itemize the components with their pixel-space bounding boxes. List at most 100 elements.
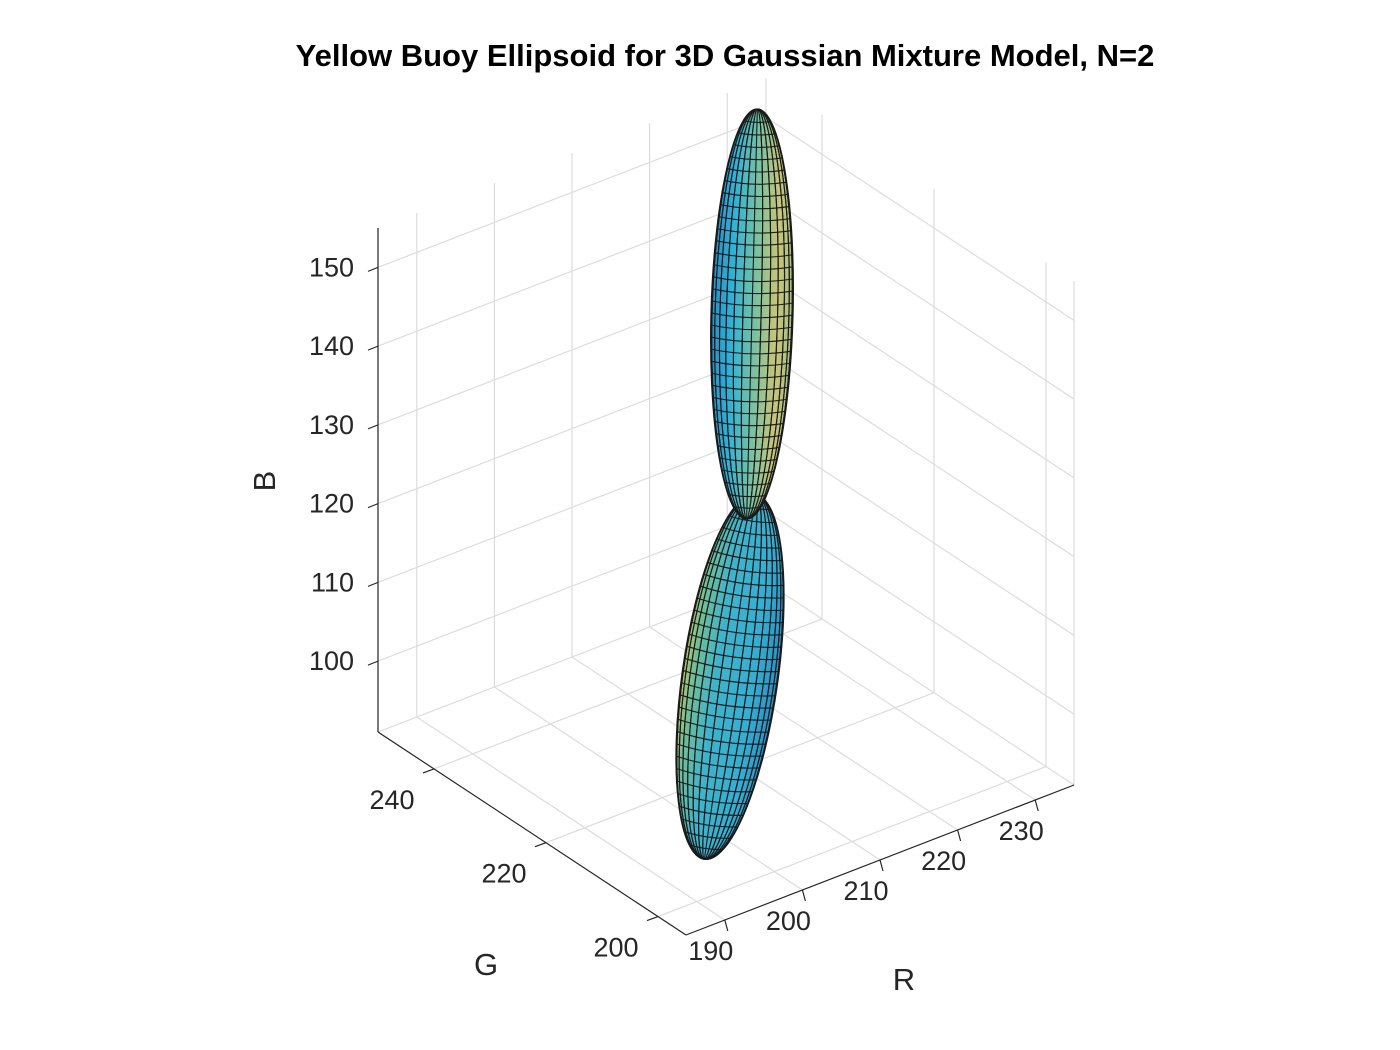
grid-line-b-back-0 — [377, 510, 767, 662]
grid-line-b-side-1 — [765, 431, 1075, 636]
x-tick-mark-1 — [801, 889, 806, 902]
z-tick-mark-2 — [367, 503, 379, 509]
y-tick-label-2: 240 — [369, 785, 414, 815]
y-tick-mark-0 — [646, 915, 659, 922]
grid-floor-g-0 — [657, 765, 1047, 918]
ellipsoid-upper-parallel-29 — [719, 457, 778, 462]
ellipsoid-upper-parallel-24 — [712, 396, 788, 403]
x-tick-mark-4 — [1034, 799, 1039, 812]
grid-floor-r-1 — [494, 686, 803, 891]
ellipsoid-upper-parallel-5 — [726, 168, 785, 173]
ellipsoid-lower-parallel-5 — [711, 550, 783, 562]
ellipsoid-lower-parallel-27 — [680, 818, 739, 828]
ellipsoid-upper-parallel-4 — [729, 156, 783, 161]
ellipsoid-upper-parallel-3 — [733, 144, 780, 148]
ellipsoid-upper-parallel-9 — [718, 216, 791, 222]
ellipsoid-lower-parallel-23 — [675, 768, 757, 781]
ellipsoid-upper-parallel-6 — [724, 180, 787, 185]
grid-line-b-side-3 — [765, 274, 1075, 479]
ellipsoid-lower-parallel-24 — [676, 780, 753, 793]
x-tick-label-1: 200 — [766, 906, 811, 936]
z-axis-label: B — [247, 471, 282, 492]
grid-line-b-back-3 — [377, 274, 767, 426]
z-tick-label-3: 130 — [309, 410, 354, 440]
grid-line-b-side-0 — [765, 510, 1075, 715]
ellipsoid-lower-parallel-14 — [684, 657, 780, 673]
chart-title: Yellow Buoy Ellipsoid for 3D Gaussian Mi… — [296, 38, 1155, 73]
ellipsoid-upper-parallel-2 — [737, 132, 777, 136]
ellipsoid-lower-parallel-18 — [678, 706, 772, 721]
z-tick-label-2: 120 — [309, 489, 354, 519]
x-axis-label: R — [893, 962, 915, 997]
x-tick-mark-0 — [724, 919, 729, 932]
ellipsoid-upper-parallel-33 — [732, 505, 761, 509]
z-tick-mark-3 — [367, 424, 379, 430]
ellipsoid-lower-parallel-13 — [686, 645, 781, 661]
z-tick-mark-0 — [367, 660, 379, 666]
grid-line-b-side-4 — [765, 195, 1075, 400]
ellipsoid-lower-parallel-4 — [716, 538, 782, 549]
ellipsoid-lower-parallel-26 — [678, 805, 744, 816]
z-tick-label-4: 140 — [309, 331, 354, 361]
ellipsoid-upper-parallel-23 — [711, 384, 789, 391]
box-edge-side-floor — [765, 581, 1075, 786]
ellipsoid-lower-parallel-28 — [683, 831, 732, 839]
ellipsoid-upper-parallel-1 — [743, 120, 771, 123]
z-tick-label-5: 150 — [309, 252, 354, 282]
y-tick-label-1: 220 — [481, 859, 526, 889]
ellipsoid-lower-parallel-10 — [693, 609, 784, 624]
ellipsoid-upper-parallel-28 — [717, 445, 780, 450]
y-tick-mark-1 — [534, 842, 547, 848]
grid-line-b-back-5 — [377, 116, 767, 268]
ellipsoid-surfaces — [675, 108, 794, 860]
ellipsoid-lower-parallel-3 — [721, 526, 780, 536]
ellipsoid-lower-parallel-11 — [690, 621, 783, 636]
grid-line-b-side-2 — [765, 353, 1075, 558]
ellipsoid-upper-parallel-19 — [710, 336, 793, 343]
x-tick-label-4: 230 — [999, 816, 1044, 846]
ellipsoid-lower-parallel-19 — [677, 718, 770, 733]
ellipsoid-upper-parallel-11 — [715, 240, 793, 246]
ellipsoid-lower-parallel-6 — [707, 561, 784, 574]
ellipsoid-lower-parallel-7 — [703, 573, 784, 587]
ellipsoid-upper-parallel-21 — [710, 360, 791, 367]
ellipsoid-upper-parallel-32 — [727, 493, 767, 498]
ellipsoid-lower-parallel-29 — [688, 844, 724, 851]
grid-line-b-back-1 — [377, 431, 767, 583]
ellipsoid-lower-parallel-20 — [676, 730, 767, 745]
ellipsoid-upper-parallel-30 — [721, 469, 775, 474]
ellipsoid-upper-parallel-15 — [711, 288, 794, 295]
ellipsoid-lower-parallel-2 — [728, 515, 776, 524]
y-tick-mark-2 — [422, 768, 435, 774]
ellipsoid-upper-parallel-26 — [714, 421, 785, 427]
ellipsoid-upper-parallel-8 — [719, 204, 790, 210]
ellipsoid-lower-parallel-17 — [679, 694, 774, 709]
ellipsoid-upper-parallel-18 — [710, 324, 793, 331]
ellipsoid-lower-parallel-21 — [676, 743, 764, 757]
ellipsoid-upper-parallel-12 — [714, 252, 793, 258]
grid-line-b-side-5 — [765, 116, 1075, 321]
ellipsoid-upper-parallel-25 — [713, 408, 786, 415]
ellipsoid-lower — [675, 494, 785, 860]
z-tick-mark-4 — [367, 345, 379, 351]
grid-line-b-back-4 — [377, 195, 767, 347]
axes — [367, 228, 1075, 936]
ellipsoid-lower-parallel-16 — [680, 681, 776, 697]
y-axis-line — [377, 731, 687, 936]
ellipsoid-upper-parallel-20 — [710, 348, 792, 355]
x-tick-mark-2 — [879, 859, 884, 872]
ellipsoid-upper-parallel-27 — [715, 433, 783, 439]
z-tick-label-1: 110 — [311, 567, 354, 597]
ellipsoid-upper-parallel-13 — [713, 264, 794, 270]
z-tick-mark-1 — [367, 581, 379, 587]
x-tick-label-0: 190 — [688, 936, 733, 966]
ellipsoid-upper-parallel-22 — [711, 372, 790, 379]
ellipsoid-lower-parallel-12 — [688, 633, 782, 648]
ellipsoid-upper-parallel-16 — [711, 300, 794, 307]
ellipsoid-lower-parallel-15 — [682, 669, 778, 685]
grid-line-b-back-2 — [377, 353, 767, 505]
ellipsoid-lower-parallel-8 — [699, 585, 785, 599]
x-tick-label-3: 220 — [921, 846, 966, 876]
ellipsoid-lower-parallel-25 — [677, 792, 749, 805]
ellipsoid-lower-parallel-9 — [696, 597, 784, 611]
